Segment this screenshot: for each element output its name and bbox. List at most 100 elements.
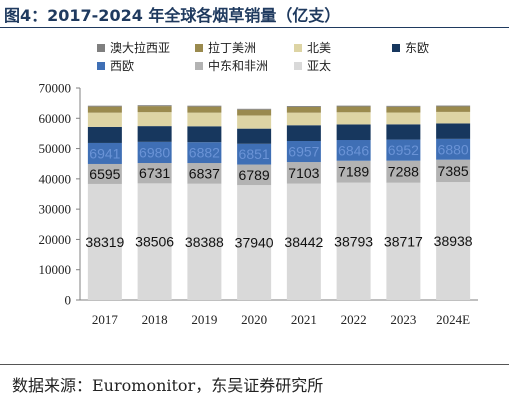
bar-segment xyxy=(336,112,371,125)
legend-swatch xyxy=(97,61,105,70)
bar-segment xyxy=(286,162,321,184)
bar-segment xyxy=(187,106,222,113)
legend-label: 西欧 xyxy=(110,59,135,73)
y-tick-label: 70000 xyxy=(39,81,72,96)
data-label: 7288 xyxy=(388,164,419,180)
footer-rule xyxy=(0,364,509,365)
legend-swatch xyxy=(97,43,105,52)
data-label: 6880 xyxy=(438,141,469,157)
bar-segment xyxy=(237,143,272,165)
bar-segment xyxy=(336,124,371,141)
bar-segment xyxy=(137,105,172,107)
bar-segment xyxy=(187,126,222,143)
bar-segment xyxy=(237,185,272,300)
data-label: 6980 xyxy=(139,144,170,160)
bar-segment xyxy=(436,182,471,300)
y-tick-label: 30000 xyxy=(39,202,72,217)
data-label: 6952 xyxy=(388,142,419,158)
source-note: 数据来源：Euromonitor，东吴证券研究所 xyxy=(12,376,324,395)
bar-segment xyxy=(237,108,272,110)
bar-segment xyxy=(87,142,122,164)
bar-segment xyxy=(336,160,371,183)
data-label: 38506 xyxy=(135,234,174,250)
legend-item-latin-america: 拉丁美洲 xyxy=(195,39,256,56)
x-tick-label: 2023 xyxy=(390,312,416,327)
bar-segment xyxy=(286,106,321,107)
legend-swatch xyxy=(294,43,302,52)
data-label: 38442 xyxy=(284,234,323,250)
data-label: 38319 xyxy=(85,234,124,250)
x-tick-label: 2024E xyxy=(436,312,470,327)
legend-item-western-europe: 西欧 xyxy=(97,57,134,74)
bar-segment xyxy=(87,183,122,300)
data-label: 38717 xyxy=(384,233,423,249)
data-label: 6789 xyxy=(239,167,270,183)
legend-label: 澳大拉西亚 xyxy=(110,41,171,55)
bar-segment xyxy=(137,106,172,113)
y-tick-label: 40000 xyxy=(39,171,72,186)
bar-segment xyxy=(336,105,371,107)
bar-segment xyxy=(386,106,421,113)
bar-segment xyxy=(386,124,421,140)
data-label: 6851 xyxy=(239,146,270,162)
bar-segment xyxy=(237,115,272,129)
legend-swatch xyxy=(195,43,203,52)
bar-segment xyxy=(386,160,421,183)
bar-segment xyxy=(187,105,222,107)
bar-segment xyxy=(436,111,471,124)
x-tick-label: 2017 xyxy=(92,312,119,327)
data-label: 38388 xyxy=(185,234,224,250)
bar-segment xyxy=(336,182,371,300)
bar-segment xyxy=(237,128,272,144)
y-tick-label: 0 xyxy=(65,293,72,308)
bar-segment xyxy=(286,112,321,126)
title-rule xyxy=(0,27,509,28)
bar-segment xyxy=(187,142,222,164)
data-label: 7385 xyxy=(438,163,469,179)
legend-item-middle-east-africa: 中东和非洲 xyxy=(195,57,268,74)
bar-segment xyxy=(386,112,421,125)
legend-swatch xyxy=(195,61,203,70)
legend-label: 亚太 xyxy=(307,59,332,73)
x-tick-label: 2022 xyxy=(341,312,367,327)
bar-segment xyxy=(386,105,421,107)
legend-label: 东欧 xyxy=(405,41,430,55)
y-tick-label: 60000 xyxy=(39,111,72,126)
data-label: 6731 xyxy=(139,165,170,181)
legend-label: 北美 xyxy=(307,41,332,55)
data-label: 6957 xyxy=(288,144,319,160)
bar-segment xyxy=(286,183,321,300)
bar-segment xyxy=(286,106,321,113)
bar-segment xyxy=(137,112,172,127)
data-label: 6595 xyxy=(89,166,120,182)
bar-segment xyxy=(87,106,122,113)
data-label: 6846 xyxy=(338,142,369,158)
legend-item-asia-pacific: 亚太 xyxy=(294,57,331,74)
y-tick-label: 50000 xyxy=(39,141,72,156)
bar-segment xyxy=(436,159,471,183)
bar-segment xyxy=(286,140,321,163)
bar-segment xyxy=(237,164,272,186)
data-label: 7103 xyxy=(288,165,319,181)
bar-segment xyxy=(187,183,222,300)
legend-label: 拉丁美洲 xyxy=(208,41,257,55)
x-tick-label: 2020 xyxy=(241,312,267,327)
legend-item-australasia: 澳大拉西亚 xyxy=(97,39,170,56)
x-tick-label: 2018 xyxy=(142,312,168,327)
bar-segment xyxy=(137,141,172,163)
bar-segment xyxy=(436,138,471,160)
legend: 澳大拉西亚 拉丁美洲 北美 东欧 西欧 中东和非洲 亚太 xyxy=(0,0,509,80)
bar-segment xyxy=(187,163,222,184)
data-label: 6882 xyxy=(189,145,220,161)
bar-segment xyxy=(137,126,172,142)
y-tick-label: 10000 xyxy=(39,262,72,277)
bar-segment xyxy=(87,126,122,143)
data-label: 6941 xyxy=(89,145,120,161)
data-label: 37940 xyxy=(235,235,274,251)
bar-segment xyxy=(87,112,122,127)
bar-segment xyxy=(237,109,272,116)
legend-swatch xyxy=(392,43,400,52)
bar-segment xyxy=(386,139,421,161)
data-label: 7189 xyxy=(338,164,369,180)
